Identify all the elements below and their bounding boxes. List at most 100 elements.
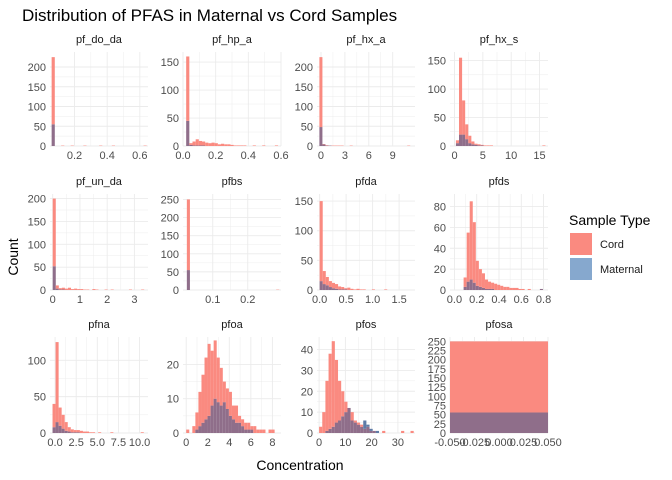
bar-overlap: [231, 419, 235, 433]
bar-overlap: [469, 279, 473, 290]
y-tick-label: 150: [28, 82, 46, 94]
bar-cord: [217, 144, 222, 146]
x-tick-label: 0: [50, 294, 56, 306]
bar-cord: [338, 286, 342, 290]
bar-overlap: [463, 286, 467, 290]
y-tick-label: 200: [28, 194, 46, 206]
bar-cord: [64, 288, 68, 290]
x-tick-label: 0.6: [273, 150, 288, 162]
facet-title: pfosa: [486, 319, 514, 331]
bar-cord: [356, 422, 361, 425]
bar-overlap: [51, 124, 55, 146]
bar-cord: [268, 429, 272, 433]
y-tick-label: 0: [40, 141, 46, 153]
facet-title: pfos: [356, 319, 377, 331]
bar-overlap: [247, 429, 251, 433]
bar-overlap: [70, 432, 74, 433]
bar-overlap: [344, 289, 348, 290]
y-tick-label: 40: [301, 345, 313, 357]
bar-overlap: [225, 409, 229, 433]
bar-cord: [480, 144, 484, 146]
chart-title: Distribution of PFAS in Maternal vs Cord…: [22, 6, 397, 25]
bar-overlap: [474, 144, 478, 146]
y-tick-label: 150: [428, 56, 446, 68]
y-tick-label: 0: [173, 428, 179, 440]
facet-pf_do_da: pf_do_da 0.2 0.4 0.6 0 50 100 150 200: [28, 34, 148, 162]
bar-cord: [481, 273, 485, 288]
bar-cord: [455, 140, 460, 144]
facet-pf_hx_a: pf_hx_a 0 3 6 9 0 50 100 150 200: [295, 34, 415, 162]
bar-cord: [515, 287, 519, 290]
bar-overlap: [335, 288, 339, 290]
bar-cord: [509, 287, 513, 290]
bar-cord: [462, 100, 466, 135]
y-tick-label: 150: [428, 373, 446, 385]
bar-overlap: [192, 145, 196, 146]
x-tick-label: 0.000: [485, 437, 513, 449]
bar-overlap: [319, 281, 323, 290]
facet-pfoa: pfoa 0 2 4 6 8 0 10 20: [167, 319, 281, 449]
bar-cord: [216, 357, 220, 403]
bar-cord: [210, 350, 214, 406]
bar-cord: [225, 388, 229, 409]
bar-overlap: [198, 145, 203, 146]
bar-cord: [512, 287, 516, 290]
bar-overlap: [450, 412, 548, 433]
y-tick-label: 10: [167, 394, 179, 406]
x-tick-label: 15: [533, 150, 545, 162]
y-tick-label: 75: [434, 401, 446, 413]
x-tick-label: 2: [205, 437, 211, 449]
bar-cord: [211, 142, 215, 146]
bar-overlap: [322, 284, 326, 290]
bar-overlap: [328, 428, 332, 433]
x-tick-label: 2: [104, 294, 110, 306]
bar-cord: [319, 426, 323, 433]
y-tick-label: 125: [428, 382, 446, 394]
bar-cord: [262, 145, 266, 146]
x-tick-label: 0.4: [491, 294, 506, 306]
bar-overlap: [331, 288, 336, 290]
bar-overlap: [195, 145, 199, 146]
bar-cord: [350, 412, 354, 421]
bar-cord: [110, 432, 114, 433]
y-tick-label: 150: [28, 216, 46, 228]
bar-cord: [240, 145, 244, 146]
y-tick-label: 0: [307, 285, 313, 297]
y-tick-label: 100: [161, 249, 179, 261]
x-tick-label: 0.1: [205, 294, 220, 306]
y-tick-label: 50: [34, 262, 46, 274]
y-tick-label: 0: [40, 428, 46, 440]
bar-cord: [494, 283, 498, 290]
bar-cord: [331, 341, 335, 427]
bar-cord: [319, 57, 323, 128]
bar-overlap: [491, 288, 495, 290]
bar-cord: [236, 145, 241, 146]
bar-cord: [384, 289, 388, 290]
bar-overlap: [319, 127, 323, 146]
y-tick-label: 100: [28, 102, 46, 114]
facet-title: pfna: [88, 319, 110, 331]
y-tick-label: 50: [167, 113, 179, 125]
bar-cord: [67, 287, 72, 290]
x-tick-label: 0.2: [208, 150, 223, 162]
bar-overlap: [186, 120, 190, 146]
bar-maternal: [375, 430, 380, 433]
bar-cord: [350, 288, 354, 290]
bar-cord: [328, 353, 332, 429]
bar-overlap: [484, 288, 489, 290]
bar-overlap: [55, 288, 59, 290]
bar-cord: [73, 430, 77, 433]
bar-overlap: [52, 427, 56, 433]
bar-overlap: [202, 145, 206, 146]
bar-overlap: [234, 422, 239, 433]
x-tick-label: 0.2: [67, 150, 82, 162]
bar-cord: [55, 285, 59, 289]
bar-overlap: [366, 426, 370, 433]
bar-overlap: [338, 420, 342, 433]
y-tick-label: 0: [173, 141, 179, 153]
bar-overlap: [341, 416, 345, 433]
bar-cord: [362, 289, 366, 290]
y-tick-label: 50: [34, 121, 46, 133]
x-tick-label: 10: [505, 150, 517, 162]
bar-cord: [262, 429, 266, 433]
